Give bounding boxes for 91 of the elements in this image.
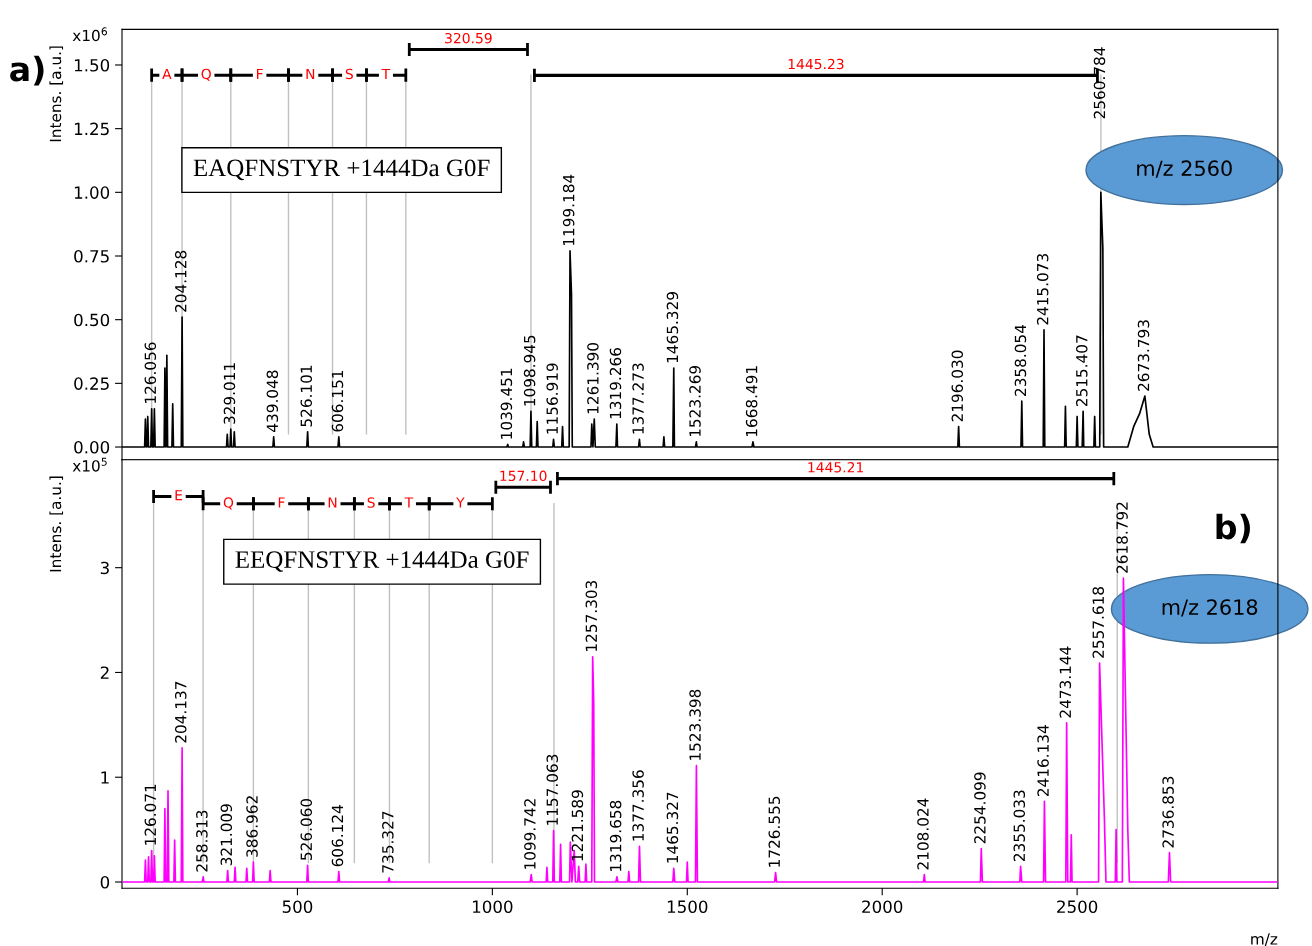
y-tick-label: 0.00 [74, 440, 110, 454]
y-tick-label: 0.75 [74, 249, 109, 263]
annotation: 1319.266 [609, 348, 622, 419]
annotation: 1157.063 [546, 754, 559, 825]
annotation: 1465.329 [666, 292, 679, 363]
annotation: 2415.073 [1036, 254, 1049, 325]
annotation: 1319.658 [609, 800, 622, 871]
annotation: 204.137 [174, 681, 187, 743]
y-tick-label: 0 [100, 875, 110, 889]
annotation: 439.048 [266, 370, 279, 432]
annotation: 2736.853 [1162, 776, 1174, 848]
annotation: T [404, 497, 414, 508]
text: EEQFNSTYR +1444Da G0F [235, 551, 529, 572]
text: EAQFNSTYR +1444Da G0F [193, 159, 490, 181]
annotation: Q [223, 497, 234, 510]
annotation: 126.056 [144, 342, 157, 403]
y-tick-label: 1.25 [74, 122, 109, 136]
annotation: Y [456, 497, 465, 508]
x-tick-label: 2000 [862, 900, 903, 913]
annotation: 1261.390 [587, 342, 599, 414]
annotation: 126.071 [144, 784, 157, 845]
annotation: 1377.273 [632, 363, 644, 434]
annotation: 1098.945 [523, 335, 536, 406]
annotation: m/z 2618 [1162, 599, 1258, 617]
annotation: S [345, 68, 353, 80]
annotation: 606.124 [331, 805, 344, 867]
text: a) [10, 55, 44, 86]
text: x10$^{6}$ [72, 27, 107, 42]
annotation: 1523.398 [689, 689, 701, 760]
annotation: m/z 2560 [1137, 160, 1232, 178]
y-tick-label: 1.50 [74, 58, 110, 72]
annotation: 1156.919 [546, 363, 558, 434]
text: b) [1216, 513, 1250, 544]
annotation: 1445.23 [788, 58, 844, 70]
annotation: 1445.21 [808, 461, 864, 473]
annotation: 157.10 [500, 470, 547, 482]
annotation: 735.327 [382, 811, 394, 873]
annotation: 321.009 [220, 804, 233, 866]
y-axis-title: Intens. [a.u.] [49, 46, 64, 142]
annotation: 320.59 [445, 32, 492, 44]
annotation: 2416.134 [1037, 725, 1049, 797]
y-tick-label: 3 [100, 561, 109, 575]
annotation: 2254.099 [974, 772, 986, 844]
annotation: E [175, 490, 183, 501]
annotation: 2557.618 [1092, 587, 1105, 658]
y-tick-label: 1.00 [74, 186, 110, 199]
annotation: T [381, 68, 391, 79]
annotation: 1257.303 [585, 580, 598, 651]
text: x10$^{5}$ [72, 457, 107, 472]
annotation: 386.962 [246, 796, 258, 857]
annotation: N [306, 68, 315, 79]
annotation: F [278, 497, 285, 508]
x-tick-label: 500 [282, 900, 313, 913]
annotation: A [162, 68, 172, 79]
annotation: 1726.555 [768, 796, 781, 867]
annotation: 606.151 [331, 370, 344, 432]
annotation: S [367, 497, 375, 508]
annotation: 1199.184 [562, 174, 575, 246]
annotation: 2673.793 [1137, 320, 1150, 391]
annotation: 1523.269 [689, 365, 701, 437]
y-tick-label: 0.50 [74, 313, 110, 327]
annotation: 526.101 [300, 365, 313, 427]
annotation: 2108.024 [917, 798, 929, 870]
x-axis-title: m/z [1251, 933, 1278, 946]
annotation: 2560.784 [1093, 47, 1106, 119]
annotation: 2355.033 [1013, 790, 1026, 861]
annotation: 204.128 [174, 250, 187, 312]
annotation: 1039.451 [500, 368, 513, 439]
annotation: 1099.742 [524, 799, 536, 869]
y-tick-label: 0.25 [74, 377, 109, 390]
x-tick-label: 1500 [667, 900, 708, 913]
annotation: 329.011 [223, 363, 236, 424]
annotation: 2515.407 [1076, 335, 1088, 407]
annotation: 2196.030 [951, 350, 964, 422]
annotation: 1465.327 [666, 792, 679, 863]
annotation: F [257, 68, 263, 79]
y-tick-label: 1 [101, 771, 109, 784]
annotation: 1221.589 [571, 790, 584, 861]
x-tick-label: 2500 [1057, 900, 1098, 913]
annotation: 2618.792 [1116, 502, 1128, 573]
annotation: 2473.144 [1059, 646, 1072, 718]
annotation: Q [201, 68, 211, 81]
annotation: 1668.491 [745, 366, 758, 437]
annotation: 1377.356 [632, 770, 644, 841]
annotation: 526.060 [300, 798, 313, 860]
annotation: N [328, 497, 337, 508]
y-axis-title: Intens. [a.u.] [49, 476, 64, 572]
x-tick-label: 1000 [472, 900, 513, 913]
annotation: 2358.054 [1014, 324, 1027, 396]
y-tick-label: 2 [100, 666, 109, 679]
annotation: 258.313 [196, 810, 208, 872]
